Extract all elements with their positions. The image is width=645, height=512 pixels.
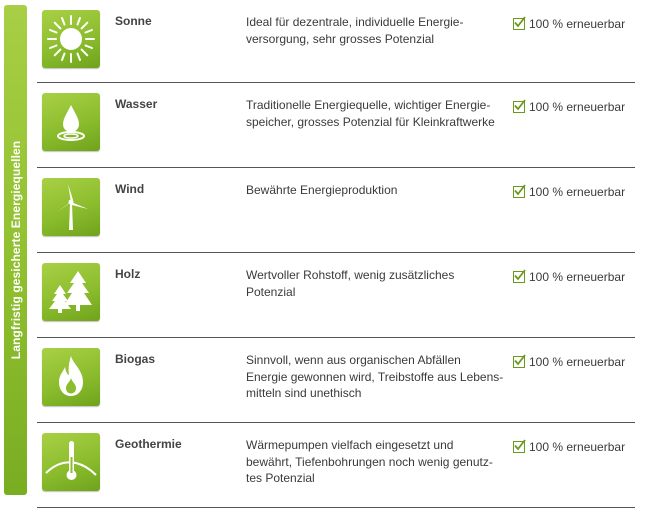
renewable-label: 100 % erneuerbar (513, 439, 625, 454)
renewable-label: 100 % erneuerbar (513, 269, 625, 284)
water-drop-icon (42, 93, 100, 151)
source-name: Biogas (115, 352, 156, 366)
source-name: Wasser (115, 97, 158, 111)
source-description: Wertvoller Rohstoff, wenig zusätzliches … (246, 268, 455, 299)
energy-table: Sonne Ideal für dezentrale, individuelle… (37, 0, 635, 508)
table-row: Holz Wertvoller Rohstoff, wenig zusätzli… (37, 253, 635, 338)
table-row: Wind Bewährte Energieproduktion 100 % er… (37, 168, 635, 253)
table-row: Wasser Traditionelle Energiequelle, wich… (37, 83, 635, 168)
source-name: Geothermie (115, 437, 182, 451)
renewable-label: 100 % erneuerbar (513, 99, 625, 114)
table-row: Geothermie Wärmepumpen vielfach eingeset… (37, 423, 635, 508)
source-description: Ideal für dezentrale, individuelle Energ… (246, 15, 464, 46)
source-name: Sonne (115, 14, 152, 28)
source-description: Sinnvoll, wenn aus organischen Abfällen … (246, 353, 504, 400)
renewable-label: 100 % erneuerbar (513, 354, 625, 369)
side-bar-label: Langfristig gesicherte Energiequellen (8, 140, 23, 360)
checkbox-icon (513, 354, 526, 368)
table-row: Biogas Sinnvoll, wenn aus organischen Ab… (37, 338, 635, 423)
renewable-label: 100 % erneuerbar (513, 184, 625, 199)
source-description: Traditionelle Energiequelle, wichtiger E… (246, 98, 495, 129)
checkbox-icon (513, 99, 526, 113)
source-name: Wind (115, 182, 145, 196)
wind-turbine-icon (42, 178, 100, 236)
checkbox-icon (513, 16, 526, 30)
table-row: Sonne Ideal für dezentrale, individuelle… (37, 0, 635, 83)
source-description: Wärmepumpen vielfach eingesetzt und bewä… (246, 438, 493, 485)
flame-icon (42, 348, 100, 406)
checkbox-icon (513, 184, 526, 198)
source-description: Bewährte Energieproduktion (246, 183, 398, 197)
sun-icon (42, 10, 100, 68)
source-name: Holz (115, 267, 141, 281)
side-bar: Langfristig gesicherte Energiequellen (4, 5, 27, 495)
trees-icon (42, 263, 100, 321)
checkbox-icon (513, 269, 526, 283)
checkbox-icon (513, 439, 526, 453)
thermometer-icon (42, 433, 100, 491)
renewable-label: 100 % erneuerbar (513, 16, 625, 31)
